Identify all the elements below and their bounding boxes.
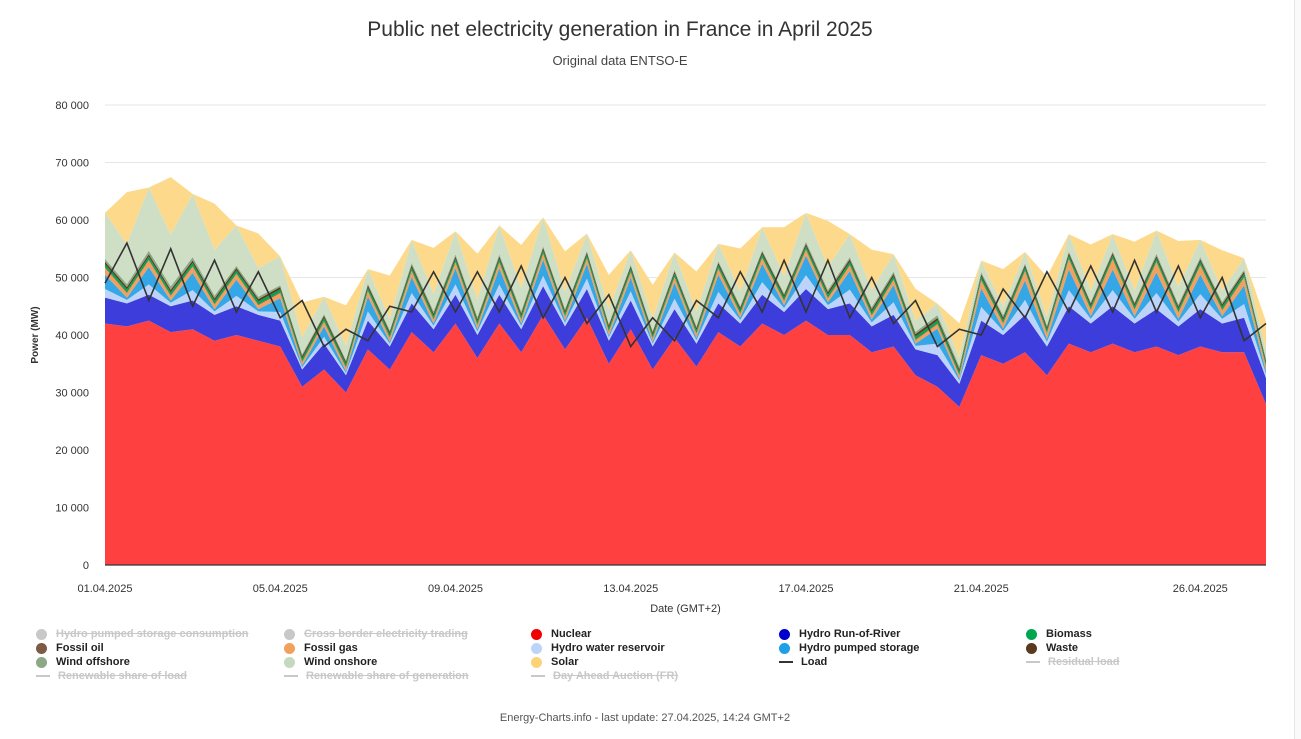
legend-item-hydro-water-reservoir[interactable]: Hydro water reservoir — [531, 642, 665, 654]
legend-label: Hydro pumped storage — [799, 642, 920, 654]
legend-line-icon — [1026, 661, 1040, 663]
x-axis-title: Date (GMT+2) — [650, 603, 721, 615]
y-tick-label: 30 000 — [55, 388, 89, 400]
page-frame-edge — [1294, 0, 1301, 739]
x-tick-label: 13.04.2025 — [603, 583, 658, 595]
legend-line-icon — [531, 675, 545, 677]
legend-label: Renewable share of load — [58, 670, 187, 682]
legend-dot-icon — [284, 642, 295, 654]
area-solar — [105, 177, 1266, 358]
legend-label: Wind offshore — [56, 656, 130, 668]
y-tick-label: 20 000 — [55, 445, 89, 457]
legend-dot-icon — [531, 628, 542, 640]
legend-label: Solar — [551, 656, 579, 668]
y-tick-label: 50 000 — [55, 273, 89, 285]
y-tick-label: 10 000 — [55, 503, 89, 515]
y-tick-label: 80 000 — [55, 100, 89, 112]
legend-label: Renewable share of generation — [306, 670, 469, 682]
legend-item-hydro-pumped-storage[interactable]: Hydro pumped storage — [779, 642, 919, 654]
legend-label: Biomass — [1046, 628, 1092, 640]
legend-dot-icon — [284, 628, 295, 640]
legend-label: Fossil gas — [304, 642, 358, 654]
chart-subtitle: Original data ENTSO-E — [552, 53, 688, 68]
legend-line-icon — [284, 675, 298, 677]
legend-label: Residual load — [1048, 656, 1120, 668]
legend-dot-icon — [531, 656, 542, 668]
legend-item-hydro-run-of-river[interactable]: Hydro Run-of-River — [779, 628, 900, 640]
y-tick-label: 70 000 — [55, 158, 89, 170]
legend-item-cross-border-electricity-trading[interactable]: Cross border electricity trading — [284, 628, 468, 640]
legend-dot-icon — [779, 628, 790, 640]
legend-label: Hydro Run-of-River — [799, 628, 901, 640]
legend-item-fossil-oil[interactable]: Fossil oil — [36, 642, 104, 654]
legend-label: Day Ahead Auction (FR) — [553, 670, 679, 682]
legend-item-nuclear[interactable]: Nuclear — [531, 628, 591, 640]
legend-line-icon — [779, 661, 793, 663]
legend-item-solar[interactable]: Solar — [531, 656, 579, 668]
legend-dot-icon — [779, 642, 790, 654]
x-tick-label: 26.04.2025 — [1173, 583, 1228, 595]
legend-line-icon — [36, 675, 50, 677]
legend-label: Hydro pumped storage consumption — [56, 628, 249, 640]
legend-dot-icon — [36, 656, 47, 668]
x-tick-label: 09.04.2025 — [428, 583, 483, 595]
area-hydro-pumped-storage — [105, 255, 1266, 381]
legend-label: Wind onshore — [304, 656, 378, 668]
chart-title: Public net electricity generation in Fra… — [367, 18, 873, 41]
legend-item-hydro-pumped-storage-consumption[interactable]: Hydro pumped storage consumption — [36, 628, 249, 640]
area-hydro-run-of-river — [105, 286, 1266, 407]
x-tick-label: 17.04.2025 — [778, 583, 833, 595]
legend-dot-icon — [1026, 642, 1037, 654]
line-load — [104, 241, 1267, 349]
legend-dot-icon — [1026, 628, 1037, 640]
legend-label: Hydro water reservoir — [551, 642, 665, 654]
y-axis-title: Power (MW) — [30, 306, 41, 363]
y-tick-label: 60 000 — [55, 215, 89, 227]
legend-item-fossil-gas[interactable]: Fossil gas — [284, 642, 358, 654]
legend-item-wind-offshore[interactable]: Wind offshore — [36, 656, 130, 668]
legend-label: Load — [801, 656, 828, 668]
legend-label: Fossil oil — [56, 642, 104, 654]
legend-item-renewable-share-of-load[interactable]: Renewable share of load — [36, 670, 187, 682]
legend-item-waste[interactable]: Waste — [1026, 642, 1078, 654]
legend-dot-icon — [531, 642, 542, 654]
legend-dot-icon — [284, 656, 295, 668]
y-tick-label: 40 000 — [55, 330, 89, 342]
legend-label: Nuclear — [551, 628, 592, 640]
legend-item-biomass[interactable]: Biomass — [1026, 628, 1092, 640]
footer-update-note: Energy-Charts.info - last update: 27.04.… — [499, 712, 791, 724]
chart-svg: 0 10 000 20 000 30 000 40 000 50 000 60 000 70 … — [30, 100, 1267, 615]
x-tick-label: 21.04.2025 — [954, 583, 1009, 595]
x-tick-label: 01.04.2025 — [77, 583, 132, 595]
legend-item-residual-load[interactable]: Residual load — [1026, 656, 1120, 668]
legend-item-day-ahead-auction-fr-[interactable]: Day Ahead Auction (FR) — [531, 670, 678, 682]
area-nuclear — [105, 314, 1266, 565]
legend-dot-icon — [36, 628, 47, 640]
legend-item-wind-onshore[interactable]: Wind onshore — [284, 656, 377, 668]
legend-item-load[interactable]: Load — [779, 656, 827, 668]
legend-label: Cross border electricity trading — [304, 628, 468, 640]
legend-item-renewable-share-of-generation[interactable]: Renewable share of generation — [284, 670, 469, 682]
legend-dot-icon — [36, 642, 47, 654]
y-tick-label: 0 — [83, 560, 89, 572]
x-tick-label: 05.04.2025 — [253, 583, 308, 595]
legend-label: Waste — [1046, 642, 1078, 654]
